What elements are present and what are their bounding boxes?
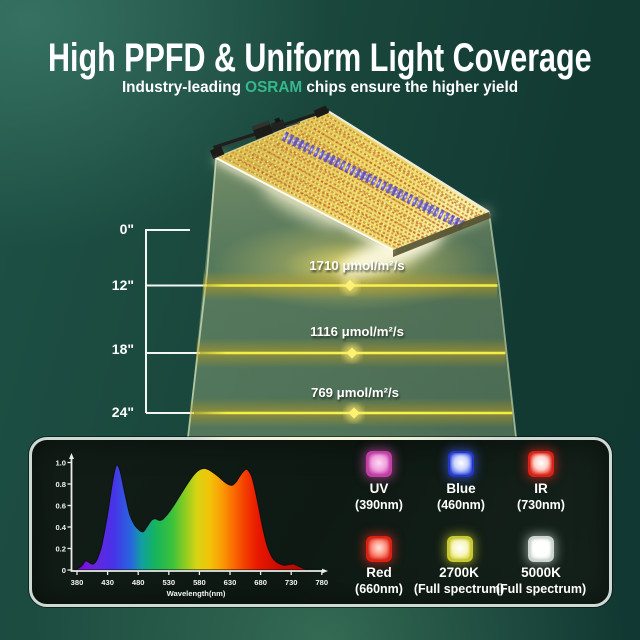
svg-text:0.6: 0.6 <box>55 502 66 511</box>
svg-text:0.2: 0.2 <box>55 545 66 554</box>
svg-text:630: 630 <box>224 578 237 587</box>
svg-text:580: 580 <box>193 578 206 587</box>
svg-text:380: 380 <box>71 578 84 587</box>
svg-text:430: 430 <box>101 578 114 587</box>
svg-text:780: 780 <box>315 578 328 587</box>
svg-text:1.0: 1.0 <box>55 459 66 468</box>
svg-text:0.8: 0.8 <box>55 480 66 489</box>
svg-text:0.4: 0.4 <box>55 523 66 532</box>
svg-text:Wavelength(nm): Wavelength(nm) <box>167 589 226 598</box>
svg-text:730: 730 <box>285 578 298 587</box>
svg-text:530: 530 <box>162 578 175 587</box>
svg-text:680: 680 <box>254 578 267 587</box>
svg-text:0: 0 <box>62 566 66 575</box>
svg-text:480: 480 <box>132 578 145 587</box>
